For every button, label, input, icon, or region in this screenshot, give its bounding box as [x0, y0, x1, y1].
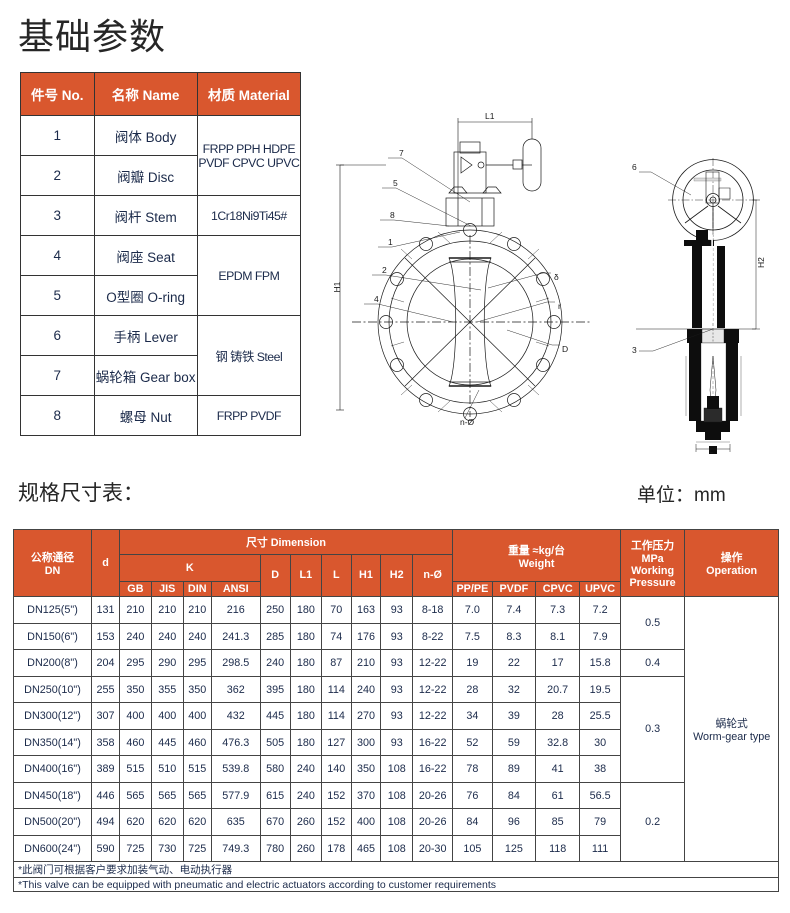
svg-text:L: L: [709, 446, 713, 455]
svg-text:D: D: [562, 344, 568, 354]
svg-text:H1: H1: [332, 281, 342, 292]
svg-text:4: 4: [374, 294, 379, 304]
svg-text:3: 3: [632, 345, 637, 355]
svg-text:δ: δ: [554, 272, 559, 282]
svg-text:6: 6: [632, 162, 637, 172]
svg-text:n-Ø: n-Ø: [460, 417, 475, 425]
svg-text:5: 5: [393, 178, 398, 188]
svg-text:H2: H2: [756, 257, 766, 268]
svg-text:r: r: [558, 301, 561, 311]
svg-text:1: 1: [388, 237, 393, 247]
svg-text:L1: L1: [485, 111, 495, 121]
svg-text:8: 8: [390, 210, 395, 220]
svg-text:2: 2: [382, 265, 387, 275]
svg-text:7: 7: [399, 148, 404, 158]
